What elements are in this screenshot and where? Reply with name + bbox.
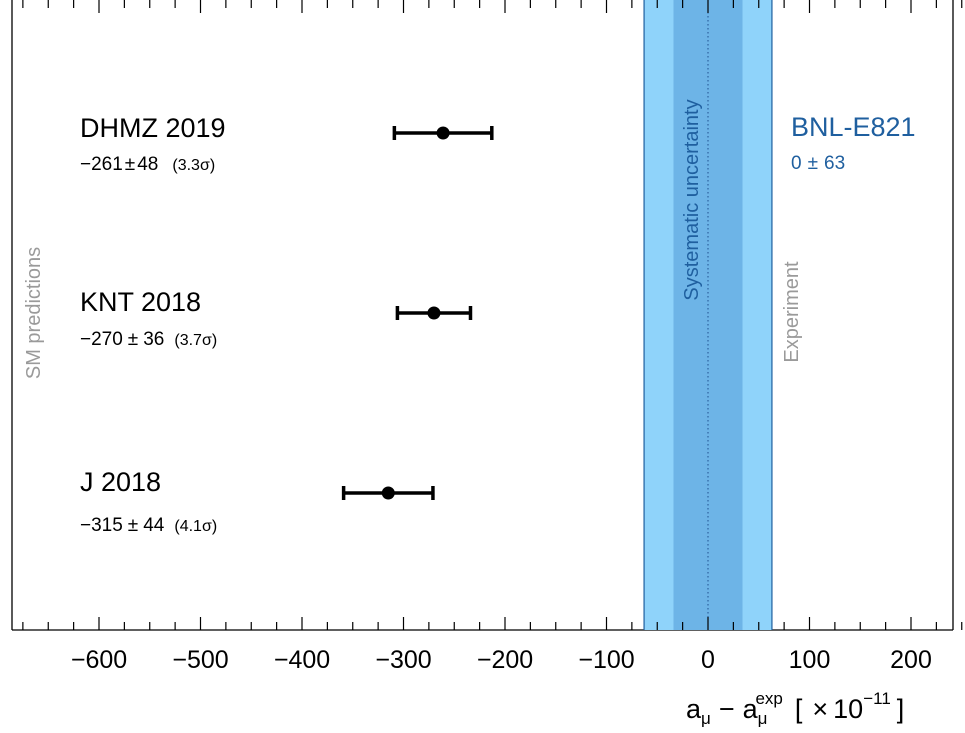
x-tick-label: −100 xyxy=(578,646,634,674)
data-point-1 xyxy=(392,126,494,140)
x-axis-tick-labels: −600 −500 −400 −300 −200 −100 0 100 200 xyxy=(71,646,932,674)
x-axis-ticks xyxy=(22,0,963,630)
point-name-dhmz: DHMZ 2019 xyxy=(80,113,226,143)
point-value-dhmz: −261 ±48 (3.3σ) xyxy=(80,154,215,175)
x-tick-label: −400 xyxy=(274,646,330,674)
point-marker xyxy=(436,126,450,140)
experiment-name: BNL-E821 xyxy=(791,112,916,142)
point-marker xyxy=(381,486,395,500)
point-value-j: −315 ±44 (4.1σ) xyxy=(80,515,217,536)
point-value-knt: −270 ±36 (3.7σ) xyxy=(80,329,217,350)
experiment-band: Systematic uncertainty xyxy=(643,0,773,630)
x-tick-label: 200 xyxy=(890,646,932,674)
point-name-j: J 2018 xyxy=(80,467,161,497)
x-axis-label: aμ − aμexp[× 10−11] xyxy=(686,689,904,728)
x-tick-label: −500 xyxy=(172,646,228,674)
x-tick-label: 100 xyxy=(789,646,831,674)
data-point-3 xyxy=(341,486,435,500)
point-marker xyxy=(427,306,441,320)
point-labels: DHMZ 2019 −261 ±48 (3.3σ) KNT 2018 −270 ±36… xyxy=(80,113,226,536)
sm-predictions-label: SM predictions xyxy=(23,247,45,379)
x-tick-label: −200 xyxy=(477,646,533,674)
experiment-value: 0 ±63 xyxy=(791,153,845,174)
x-tick-label: −600 xyxy=(71,646,127,674)
x-tick-label: 0 xyxy=(701,646,715,674)
band-systematic-uncertainty xyxy=(673,0,743,630)
data-point-2 xyxy=(395,306,473,320)
experiment-side-label: Experiment xyxy=(781,261,803,363)
x-tick-label: −300 xyxy=(375,646,431,674)
point-name-knt: KNT 2018 xyxy=(80,287,201,317)
systematic-uncertainty-label: Systematic uncertainty xyxy=(681,99,703,300)
data-points xyxy=(341,126,494,500)
